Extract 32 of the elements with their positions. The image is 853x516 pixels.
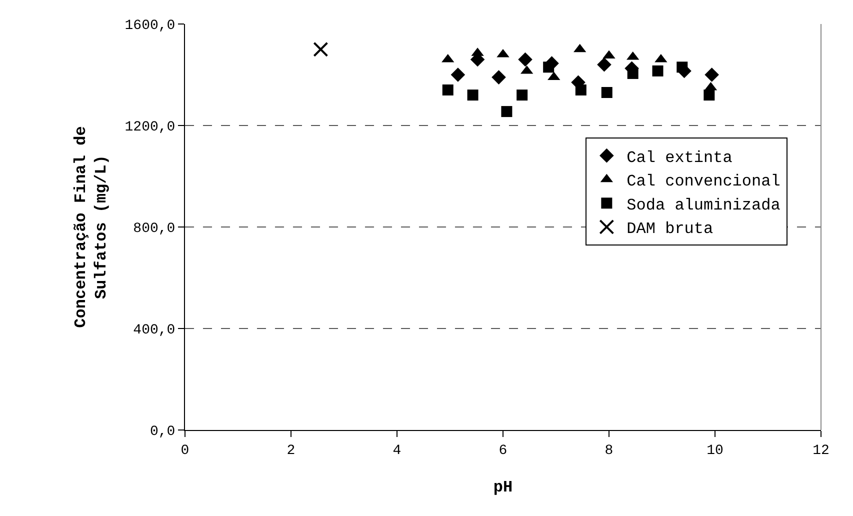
point	[704, 68, 719, 82]
point	[450, 68, 466, 82]
point	[601, 87, 612, 98]
y-tick-label: 0,0	[150, 424, 176, 440]
x-tick-label: 6	[498, 442, 508, 459]
point	[597, 57, 612, 72]
point	[544, 56, 559, 70]
point	[442, 84, 454, 96]
y-tick-label: 1200,0	[124, 119, 176, 136]
point	[652, 65, 664, 76]
x-tick-label: 8	[604, 442, 614, 459]
x-axis-title: pH	[493, 478, 513, 496]
point	[704, 90, 715, 101]
x-tick-label: 10	[706, 442, 724, 459]
point	[492, 70, 506, 84]
y-tick-label: 1600,0	[124, 18, 176, 34]
x-tick-label: 0	[180, 442, 190, 459]
legend-label: Cal extinta	[626, 148, 733, 167]
point	[516, 90, 528, 101]
legend-label: Soda aluminizada	[626, 196, 781, 214]
legend-label: Cal convencional	[626, 172, 780, 191]
y-axis-title: Concentração Final de Sulfatos (mg/L)	[72, 126, 111, 328]
x-tick-label: 2	[286, 442, 296, 459]
x-tick-label: 4	[392, 442, 402, 459]
point	[467, 90, 478, 101]
point	[518, 52, 532, 67]
point	[313, 42, 328, 57]
y-tick-label: 400,0	[133, 322, 176, 338]
x-tick-label: 12	[812, 442, 830, 459]
point	[501, 106, 512, 118]
y-tick-label: 800,0	[133, 220, 176, 237]
legend-label: DAM bruta	[626, 220, 714, 238]
